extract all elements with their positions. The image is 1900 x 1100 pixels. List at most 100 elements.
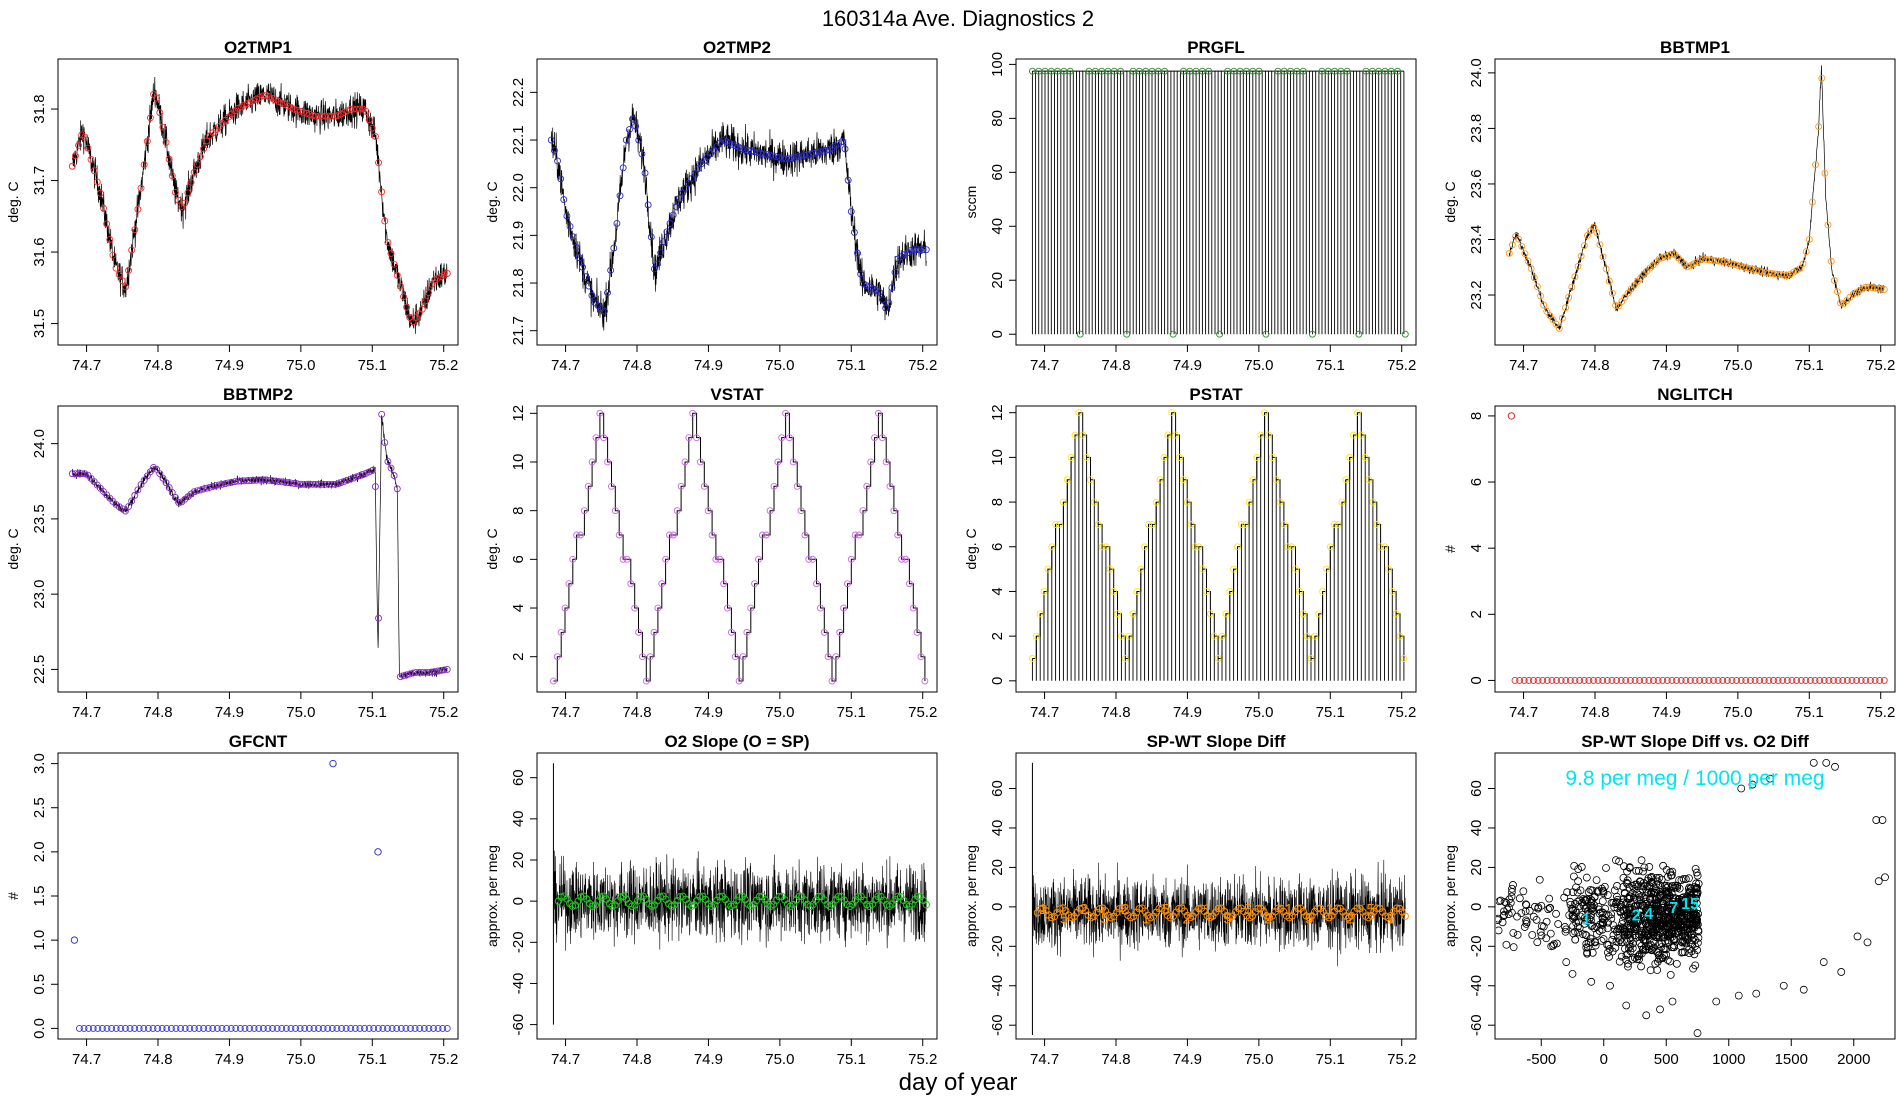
data-point	[1599, 676, 1607, 684]
data-point	[1802, 248, 1810, 256]
data-point	[1746, 265, 1754, 272]
data-point	[1614, 924, 1623, 933]
data-point	[1496, 926, 1503, 935]
data-point	[1639, 867, 1647, 876]
data-point	[190, 488, 198, 496]
data-point	[443, 665, 451, 673]
data-point	[1756, 676, 1764, 684]
data-point	[1653, 966, 1662, 974]
x-tick-label: 1500	[1775, 1051, 1808, 1068]
x-tick-label: 74.9	[1652, 357, 1681, 374]
data-point	[788, 154, 796, 162]
data-point	[805, 555, 813, 563]
panel-title: SP-WT Slope Diff vs. O2 Diff	[1581, 732, 1809, 751]
panel-o2tmp1: O2TMP1 deg. C 74.7 74.8 74.9 75.0 75.1 75.2 31.5…	[5, 38, 459, 374]
data-point	[1603, 676, 1611, 684]
data-point	[1692, 894, 1700, 903]
data-point	[126, 1024, 134, 1032]
data-point	[1678, 938, 1687, 947]
data-point	[1607, 914, 1616, 923]
data-point	[750, 148, 758, 156]
data-point	[1548, 676, 1556, 684]
data-point	[1261, 409, 1269, 417]
data-point	[840, 604, 848, 612]
cluster-label: 15	[1681, 896, 1699, 913]
data-point	[1853, 932, 1862, 941]
data-point	[813, 580, 820, 588]
data-point	[365, 1024, 373, 1032]
data-point	[1752, 989, 1761, 998]
data-point	[1657, 943, 1666, 952]
data-point	[149, 1024, 157, 1032]
panel-title: VSTAT	[710, 385, 764, 404]
data-point	[140, 1024, 148, 1032]
data-point	[1692, 889, 1701, 898]
plot-area	[552, 763, 930, 1025]
y-tick-label: 2.5	[31, 797, 48, 818]
data-point	[751, 580, 759, 588]
data-point	[218, 480, 226, 488]
data-point	[1581, 930, 1590, 939]
x-tick-label: 75.1	[1795, 357, 1824, 374]
point-label: 2	[1264, 911, 1272, 928]
data-point	[195, 1024, 203, 1032]
data-point	[397, 1024, 405, 1032]
data-point	[1172, 431, 1180, 439]
data-point	[1646, 895, 1654, 904]
data-point	[797, 507, 805, 515]
data-point	[1216, 330, 1224, 338]
data-point	[851, 531, 859, 539]
data-point	[106, 236, 114, 243]
x-tick-label: 74.7	[551, 704, 580, 721]
y-tick-label: 0	[1468, 903, 1485, 911]
data-point	[158, 1024, 166, 1032]
data-point	[1667, 906, 1676, 915]
data-point	[1226, 588, 1234, 595]
series-line	[1508, 65, 1885, 331]
data-point	[1254, 904, 1262, 913]
plot-area	[68, 410, 451, 681]
point-label: 1	[1387, 911, 1395, 928]
data-point	[1692, 879, 1701, 888]
data-point	[1748, 780, 1757, 789]
data-point	[1522, 918, 1531, 926]
data-point	[575, 254, 583, 262]
data-point	[747, 604, 755, 612]
data-point	[850, 228, 858, 236]
data-point	[1593, 229, 1601, 236]
data-point	[1552, 909, 1560, 918]
data-point	[1036, 610, 1044, 618]
data-point	[1742, 676, 1750, 684]
data-point	[1751, 676, 1759, 684]
data-point	[708, 531, 716, 539]
data-point	[1724, 259, 1732, 267]
data-point	[1622, 1001, 1631, 1010]
data-point	[128, 246, 136, 254]
data-point	[1874, 877, 1883, 886]
panel-title: PRGFL	[1187, 38, 1245, 57]
data-point	[1148, 520, 1156, 528]
data-point	[1612, 301, 1619, 309]
data-point	[1059, 498, 1067, 506]
data-point	[1066, 67, 1074, 75]
plot-frame	[1015, 752, 1417, 1040]
data-point	[1508, 241, 1516, 249]
data-point	[1673, 676, 1681, 684]
x-tick-label: 1000	[1712, 1051, 1745, 1068]
data-point	[1658, 254, 1666, 262]
plot-area	[547, 103, 930, 331]
x-tick-label: 74.7	[72, 1051, 101, 1068]
data-point	[203, 484, 211, 492]
data-point	[131, 491, 139, 499]
data-point	[1334, 520, 1342, 528]
data-point	[306, 110, 314, 118]
data-point	[80, 1024, 88, 1032]
data-point	[738, 145, 746, 153]
data-point	[374, 1024, 382, 1032]
data-point	[171, 494, 179, 501]
data-point	[785, 155, 793, 163]
y-tick-label: 0.0	[31, 1018, 48, 1039]
y-tick-label: 80	[989, 110, 1006, 127]
data-point	[213, 1024, 221, 1032]
